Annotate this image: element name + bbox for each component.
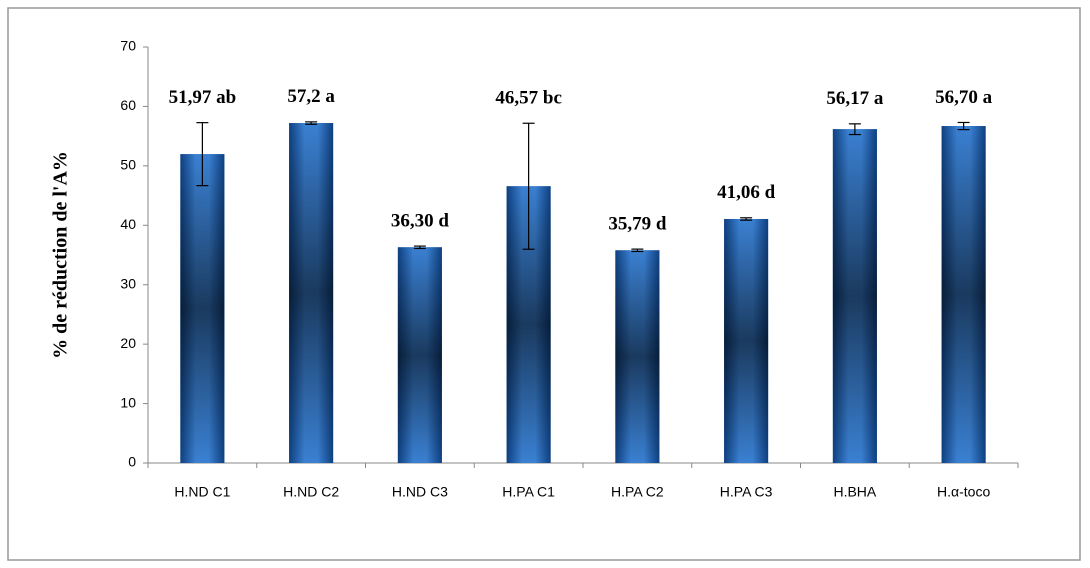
y-tick-label: 10 [120, 394, 136, 410]
data-label: 57,2 a [287, 86, 335, 107]
y-tick-label: 20 [120, 335, 136, 351]
data-label: 46,57 bc [495, 88, 562, 109]
bar-shade [180, 154, 225, 463]
y-axis-label: % de réduction de l'A% [50, 151, 72, 359]
y-tick-label: 60 [120, 97, 136, 113]
bar-shade [724, 218, 769, 463]
data-label: 36,30 d [391, 210, 450, 231]
y-tick-label: 0 [128, 454, 136, 470]
x-tick-label: H.PA C3 [720, 484, 773, 500]
y-tick-label: 70 [120, 38, 136, 54]
x-tick-label: H.ND C3 [392, 484, 448, 500]
bar-shade [615, 250, 660, 463]
x-tick-label: H.ND C1 [174, 484, 230, 500]
y-tick-label: 40 [120, 216, 136, 232]
x-tick-label: H.PA C2 [611, 484, 664, 500]
data-label: 41,06 d [717, 182, 776, 203]
bar-shade [941, 126, 986, 463]
x-tick-label: H.ND C2 [283, 484, 339, 500]
x-tick-label: H.PA C1 [502, 484, 555, 500]
data-label: 56,70 a [935, 87, 993, 108]
data-label: 56,17 a [826, 88, 884, 109]
x-tick-label: H.BHA [833, 484, 876, 500]
bar-shade [289, 123, 334, 463]
y-tick-label: 50 [120, 157, 136, 173]
data-label: 51,97 ab [169, 87, 237, 108]
data-label: 35,79 d [608, 213, 667, 234]
y-tick-label: 30 [120, 275, 136, 291]
x-tick-label: H.α-toco [937, 484, 990, 500]
bar-shade [832, 129, 877, 464]
bar-shade [397, 247, 442, 463]
